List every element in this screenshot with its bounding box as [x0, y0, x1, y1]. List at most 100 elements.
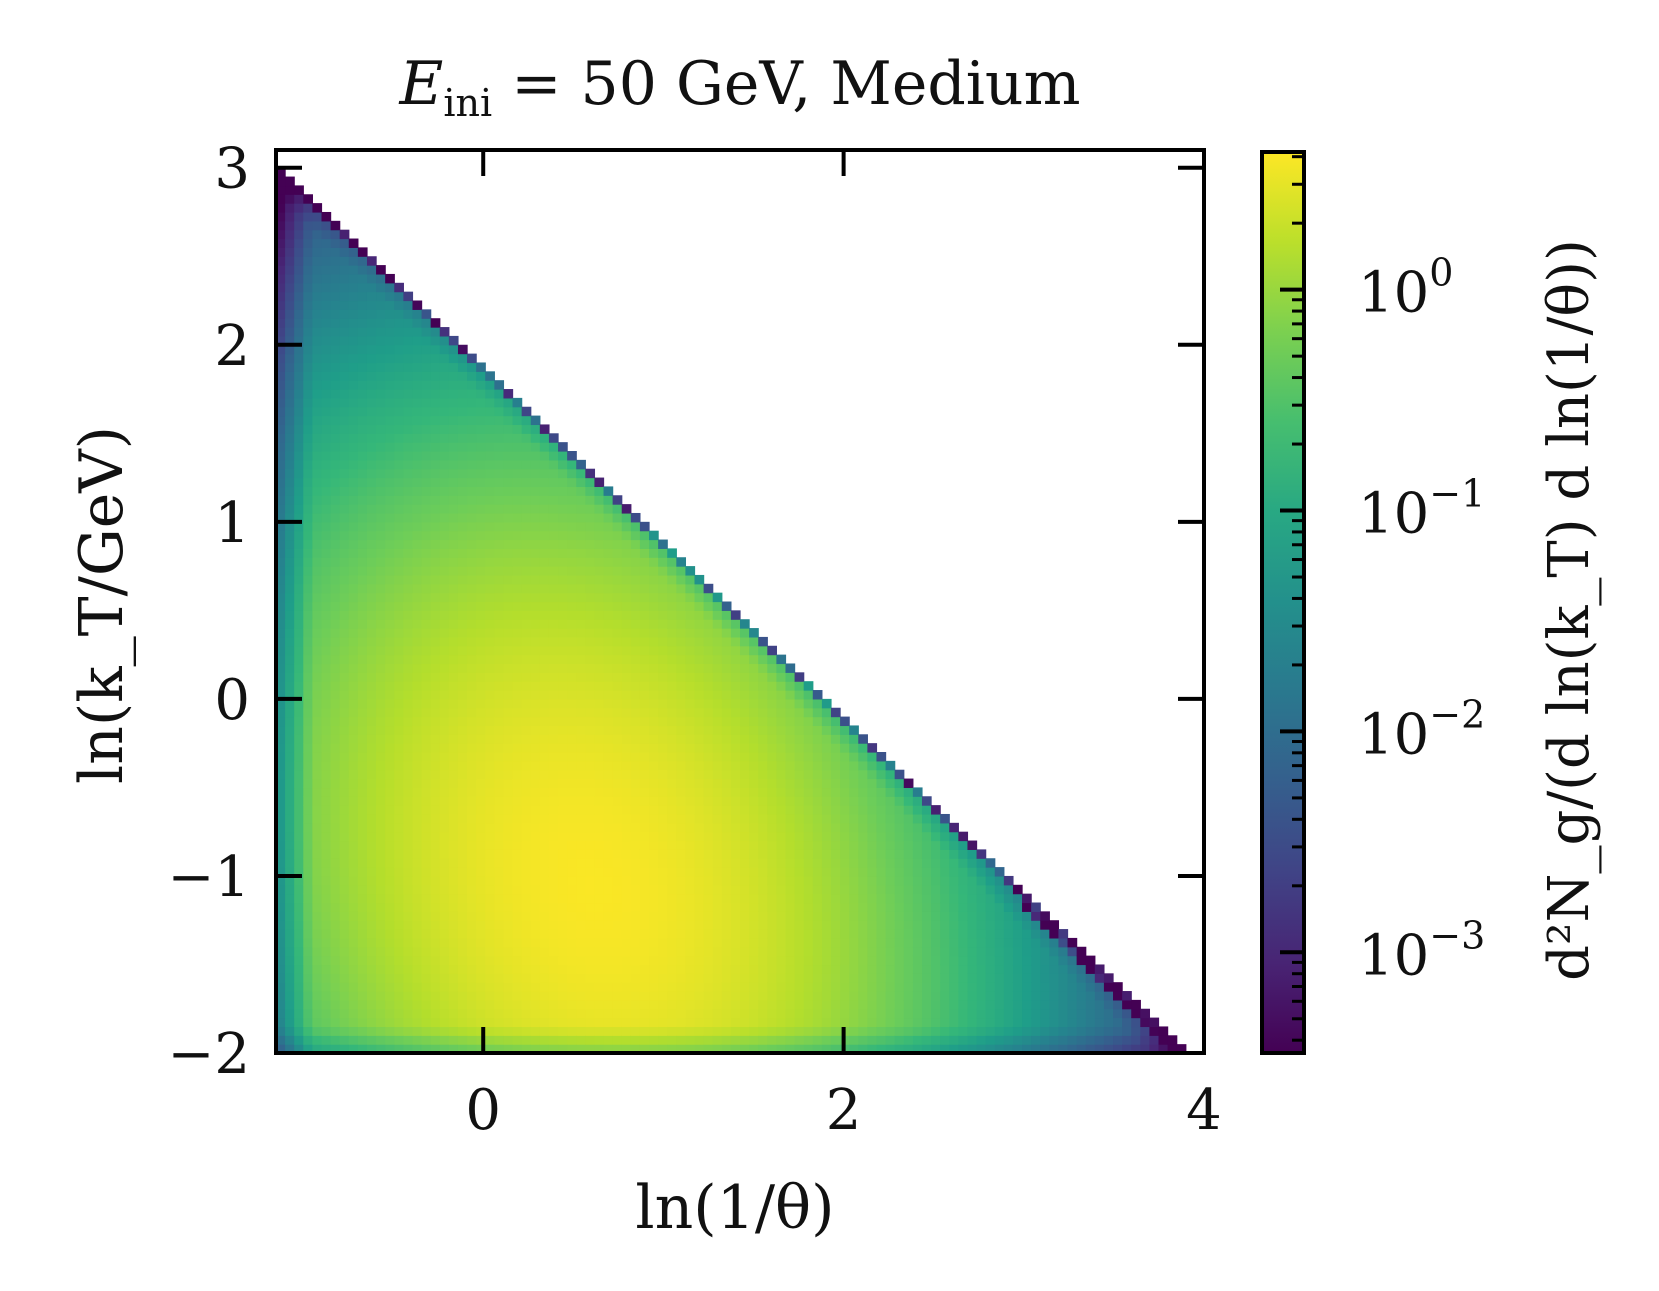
heatmap-cell [885, 902, 896, 912]
heatmap-cell [412, 893, 423, 904]
heatmap-cell [830, 991, 841, 1001]
heatmap-cell [785, 1017, 796, 1028]
heatmap-cell [940, 982, 950, 992]
heatmap-cell [339, 574, 350, 585]
heatmap-cell [294, 362, 304, 372]
heatmap-cell [467, 415, 477, 426]
heatmap-cell [457, 663, 468, 673]
heatmap-cell [512, 831, 523, 842]
heatmap-cell [749, 769, 759, 780]
heatmap-cell [812, 707, 823, 718]
heatmap-cell [521, 805, 532, 815]
heatmap-cell [867, 787, 878, 797]
heatmap-cell [767, 787, 777, 797]
heatmap-cell [812, 946, 823, 957]
heatmap-cell [421, 1035, 432, 1045]
heatmap-cell [439, 512, 450, 523]
heatmap-cell [721, 769, 732, 780]
heatmap-cell [639, 911, 650, 921]
heatmap-cell [649, 769, 659, 780]
heatmap-cell [421, 663, 432, 673]
heatmap-cell [903, 1026, 914, 1036]
heatmap-cell [503, 884, 514, 895]
heatmap-cell [976, 849, 987, 859]
heatmap-cell [730, 743, 741, 753]
heatmap-cell [285, 176, 295, 187]
heatmap-cell [876, 982, 887, 992]
heatmap-cell [348, 468, 359, 479]
heatmap-cell [294, 247, 304, 257]
heatmap-cell [667, 813, 677, 824]
heatmap-cell [366, 282, 377, 293]
heatmap-cell [749, 929, 759, 939]
heatmap-cell [312, 265, 323, 275]
heatmap-cell [339, 663, 350, 673]
heatmap-cell [849, 796, 859, 806]
heatmap-cell [485, 681, 495, 691]
heatmap-cell [894, 858, 905, 868]
heatmap-cell [885, 1026, 896, 1036]
heatmap-cell [548, 769, 559, 780]
heatmap-cell [712, 884, 723, 895]
heatmap-cell [421, 592, 432, 603]
heatmap-cell [439, 601, 450, 611]
heatmap-cell [330, 937, 341, 948]
heatmap-cell [494, 911, 505, 921]
heatmap-cell [339, 557, 350, 567]
heatmap-cell [303, 389, 313, 399]
heatmap-cell [803, 946, 814, 957]
heatmap-cell [376, 415, 386, 426]
heatmap-cell [821, 991, 832, 1001]
heatmap-cell [403, 309, 414, 319]
heatmap-cell [576, 574, 586, 585]
heatmap-cell [457, 902, 468, 912]
heatmap-cell [348, 725, 359, 735]
heatmap-cell [749, 760, 759, 771]
heatmap-cell [412, 663, 423, 673]
heatmap-cell [421, 743, 432, 753]
heatmap-cell [448, 548, 459, 558]
heatmap-cell [312, 698, 323, 709]
heatmap-cell [485, 769, 495, 780]
heatmap-cell [676, 769, 687, 780]
heatmap-cell [567, 902, 577, 912]
heatmap-cell [1058, 929, 1069, 939]
heatmap-cell [385, 318, 395, 328]
heatmap-cell [594, 734, 605, 744]
heatmap-cell [494, 875, 505, 886]
heatmap-cell [803, 893, 814, 904]
heatmap-cell [321, 211, 332, 222]
heatmap-cell [494, 787, 505, 797]
heatmap-cell [649, 548, 659, 558]
heatmap-cell [639, 566, 650, 576]
heatmap-cell [421, 796, 432, 806]
heatmap-cell [603, 566, 614, 576]
heatmap-cell [403, 964, 414, 974]
heatmap-cell [439, 911, 450, 921]
heatmap-cell [467, 805, 477, 815]
heatmap-cell [530, 840, 541, 850]
heatmap-cell [448, 725, 459, 735]
heatmap-cell [467, 716, 477, 727]
heatmap-cell [385, 946, 395, 957]
heatmap-cell [294, 592, 304, 603]
heatmap-cell [630, 920, 641, 930]
heatmap-cell [339, 335, 350, 346]
heatmap-cell [639, 1026, 650, 1036]
heatmap-cell [476, 406, 486, 417]
heatmap-cell [512, 610, 523, 620]
heatmap-cell [1076, 955, 1087, 966]
heatmap-cell [740, 787, 750, 797]
heatmap-cell [394, 539, 404, 549]
heatmap-cell [276, 442, 286, 452]
heatmap-cell [312, 902, 323, 912]
heatmap-cell [803, 787, 814, 797]
heatmap-cell [403, 583, 414, 594]
heatmap-cell [812, 920, 823, 930]
heatmap-cell [366, 628, 377, 638]
heatmap-cell [849, 725, 859, 735]
heatmap-cell [740, 893, 750, 904]
heatmap-cell [403, 690, 414, 700]
heatmap-cell [703, 858, 714, 868]
heatmap-cell [749, 698, 759, 709]
